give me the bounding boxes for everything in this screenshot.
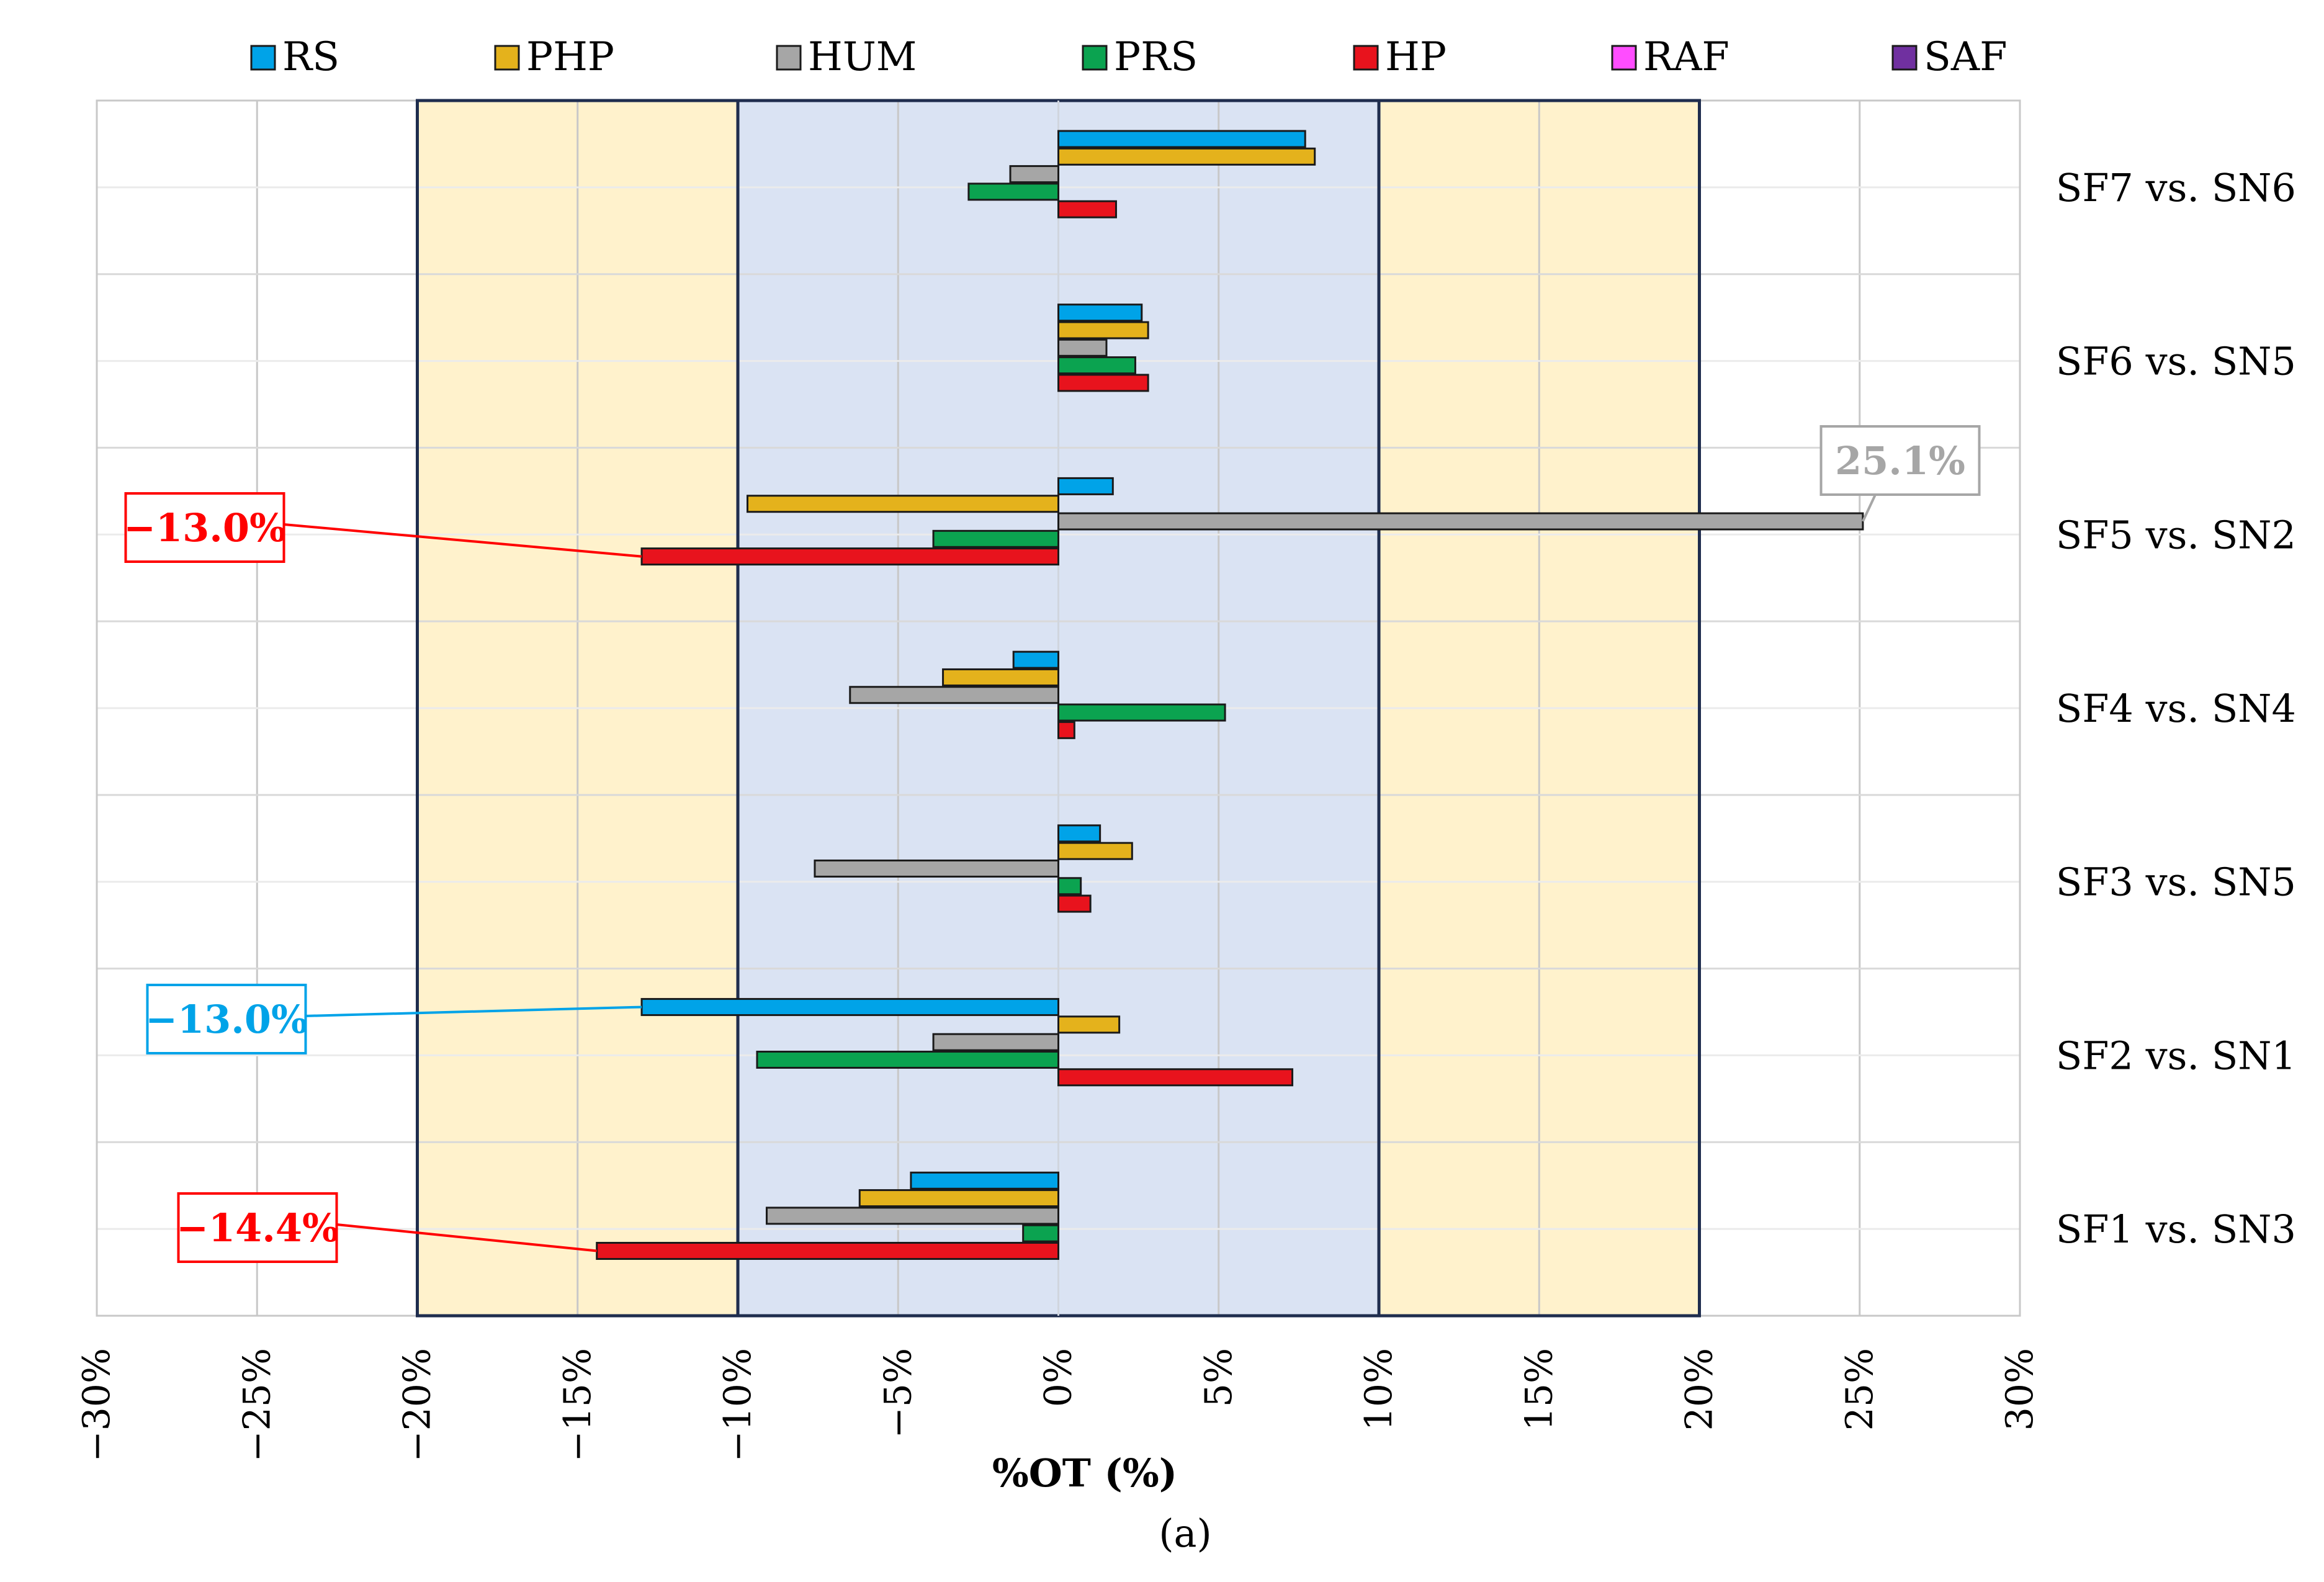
x-axis-title: %OT (%) — [992, 1450, 1177, 1496]
callout-leader-2 — [336, 1223, 597, 1252]
legend-swatch-prs — [1082, 45, 1108, 71]
legend-label-saf: SAF — [1924, 34, 2007, 80]
x-tick-label-11: 25% — [1838, 1348, 1882, 1431]
callout-box-3 — [1819, 425, 1981, 496]
bar-rs-sf4-vs-sn4 — [1012, 650, 1059, 669]
callout-label-1: −13.0% — [145, 997, 308, 1042]
bar-prs-sf2-vs-sn1 — [756, 1050, 1059, 1069]
bar-prs-sf1-vs-sn3 — [1022, 1224, 1060, 1243]
legend-swatch-hp — [1353, 45, 1379, 71]
bar-rs-sf6-vs-sn5 — [1057, 303, 1143, 322]
bar-rs-sf1-vs-sn3 — [910, 1171, 1060, 1190]
bar-hp-sf1-vs-sn3 — [596, 1241, 1059, 1260]
x-tick-label-7: 5% — [1197, 1348, 1241, 1407]
category-label-sf4-vs-sn4: SF4 vs. SN4 — [2056, 686, 2296, 731]
x-tick-label-4: −10% — [716, 1348, 760, 1462]
bar-hum-sf6-vs-sn5 — [1057, 338, 1108, 357]
legend-label-hp: HP — [1385, 34, 1447, 80]
x-tick-label-6: 0% — [1037, 1348, 1080, 1407]
legend-label-hum: HUM — [808, 34, 917, 80]
legend-swatch-hum — [776, 45, 802, 71]
category-label-layer: SF7 vs. SN6 SF6 vs. SN5 SF5 vs. SN2 SF4 vs.… — [2056, 165, 2296, 1252]
x-tick-label-2: −20% — [396, 1348, 439, 1462]
x-tick-label-8: 10% — [1357, 1348, 1401, 1431]
callout-label-3: 25.1% — [1835, 438, 1965, 483]
bar-php-sf5-vs-sn2 — [746, 495, 1059, 513]
bar-rs-sf5-vs-sn2 — [1057, 477, 1114, 495]
category-label-sf7-vs-sn6: SF7 vs. SN6 — [2056, 165, 2296, 210]
bars-layer — [596, 130, 1864, 1260]
bar-hum-sf2-vs-sn1 — [932, 1033, 1059, 1051]
x-tick-label-5: −5% — [876, 1348, 920, 1438]
bar-php-sf4-vs-sn4 — [942, 668, 1060, 686]
bar-hp-sf5-vs-sn2 — [640, 547, 1060, 566]
callout-box-2 — [177, 1192, 338, 1263]
bar-php-sf1-vs-sn3 — [858, 1189, 1060, 1208]
bar-hp-sf3-vs-sn5 — [1057, 894, 1092, 913]
bar-hum-sf3-vs-sn5 — [814, 859, 1059, 878]
callout-leader-1 — [305, 1005, 642, 1017]
bar-php-sf7-vs-sn6 — [1057, 147, 1316, 166]
x-tick-label-1: −25% — [235, 1348, 279, 1462]
callout-box-1 — [146, 984, 307, 1054]
figure-caption: (a) — [1159, 1511, 1211, 1556]
bar-prs-sf5-vs-sn2 — [932, 529, 1059, 548]
bar-prs-sf7-vs-sn6 — [967, 182, 1059, 201]
x-tick-label-10: 20% — [1678, 1348, 1721, 1431]
bar-hp-sf7-vs-sn6 — [1057, 200, 1117, 218]
category-label-sf5-vs-sn2: SF5 vs. SN2 — [2056, 512, 2296, 557]
callout-leader-0 — [284, 523, 642, 558]
x-tick-label-9: 15% — [1517, 1348, 1561, 1431]
callout-layer: −13.0% −13.0% −14.4% 25.1% — [123, 425, 1981, 1263]
bar-prs-sf3-vs-sn5 — [1057, 877, 1082, 896]
x-tick-label-layer: −30% −25% −20% −15% −10% −5% 0% 5% 10% 15% 20% 25% 3… — [75, 1348, 2042, 1462]
callout-label-2: −14.4% — [176, 1205, 339, 1251]
legend-label-raf: RAF — [1643, 34, 1730, 80]
bar-hum-sf1-vs-sn3 — [765, 1207, 1059, 1225]
bar-rs-sf2-vs-sn1 — [640, 998, 1060, 1017]
callout-leader-3 — [1862, 494, 1877, 522]
bar-rs-sf7-vs-sn6 — [1057, 130, 1306, 148]
legend-label-rs: RS — [282, 34, 339, 80]
legend-swatch-php — [494, 45, 520, 71]
bar-hp-sf6-vs-sn5 — [1057, 374, 1149, 392]
bar-hum-sf7-vs-sn6 — [1009, 165, 1060, 184]
x-tick-label-3: −15% — [556, 1348, 599, 1462]
legend-label-prs: PRS — [1114, 34, 1198, 80]
category-label-sf2-vs-sn1: SF2 vs. SN1 — [2056, 1033, 2296, 1078]
legend-swatch-rs — [250, 45, 276, 71]
legend-label-php: PHP — [526, 34, 614, 80]
bar-hum-sf5-vs-sn2 — [1057, 512, 1864, 531]
legend-swatch-raf — [1611, 45, 1637, 71]
bar-rs-sf3-vs-sn5 — [1057, 824, 1101, 843]
bar-prs-sf4-vs-sn4 — [1057, 703, 1226, 722]
bar-php-sf6-vs-sn5 — [1057, 321, 1149, 339]
bar-prs-sf6-vs-sn5 — [1057, 356, 1136, 375]
category-label-sf6-vs-sn5: SF6 vs. SN5 — [2056, 339, 2296, 384]
legend: RS PHP HUM PRS HP RAF SAF — [250, 34, 2007, 80]
bar-php-sf3-vs-sn5 — [1057, 842, 1133, 860]
bar-hp-sf2-vs-sn1 — [1057, 1068, 1294, 1087]
category-label-sf1-vs-sn3: SF1 vs. SN3 — [2056, 1207, 2296, 1252]
callout-box-0 — [124, 492, 285, 563]
legend-swatch-saf — [1891, 45, 1918, 71]
bar-hum-sf4-vs-sn4 — [849, 686, 1060, 704]
band-border-2 — [1377, 99, 1701, 1318]
category-label-sf3-vs-sn5: SF3 vs. SN5 — [2056, 860, 2296, 905]
callout-label-0: −13.0% — [123, 505, 286, 551]
x-tick-label-0: −30% — [75, 1348, 119, 1462]
x-tick-label-12: 30% — [1998, 1348, 2042, 1431]
bar-php-sf2-vs-sn1 — [1057, 1015, 1121, 1034]
bar-hp-sf4-vs-sn4 — [1057, 721, 1075, 739]
